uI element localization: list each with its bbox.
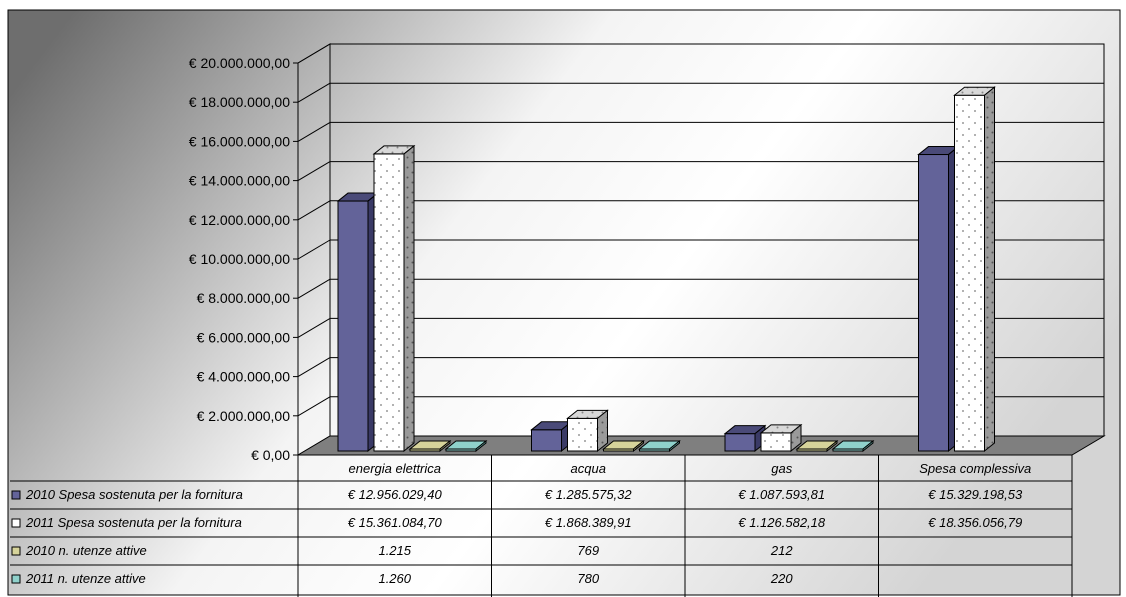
bar-2-0 bbox=[408, 439, 452, 453]
bar-side bbox=[862, 439, 874, 453]
table-cell: € 12.956.029,40 bbox=[348, 487, 443, 502]
bar-3-0 bbox=[444, 439, 488, 453]
data-table: energia elettrica acqua gas Spesa complessi… bbox=[10, 455, 1073, 597]
bar-side bbox=[597, 409, 608, 453]
bar-front bbox=[760, 432, 792, 452]
bar-side bbox=[475, 439, 487, 453]
gridline-side bbox=[297, 396, 331, 417]
bar-1-1 bbox=[566, 409, 609, 453]
bar-side bbox=[826, 439, 838, 453]
bar-front bbox=[954, 94, 985, 452]
bars bbox=[336, 86, 996, 453]
legend-label: 2011 n. utenze attive bbox=[25, 571, 146, 586]
legend-label: 2010 Spesa sostenuta per la fornitura bbox=[25, 487, 243, 502]
y-tick-label: € 12.000.000,00 bbox=[189, 212, 290, 228]
y-axis: € 0,00 € 2.000.000,00 € 4.000.000,00 € 6.00… bbox=[189, 55, 299, 463]
gridline-side bbox=[297, 200, 331, 221]
gridline-side bbox=[297, 239, 331, 260]
y-tick-label: € 8.000.000,00 bbox=[197, 290, 291, 306]
bar-3-1 bbox=[638, 439, 681, 453]
gridline-side bbox=[297, 43, 331, 64]
bar-side bbox=[984, 86, 995, 453]
category-label: energia elettrica bbox=[349, 461, 442, 476]
bar-0-0 bbox=[336, 192, 380, 453]
gridline-side bbox=[297, 121, 331, 142]
bar-1-3 bbox=[953, 86, 996, 453]
bar-2-1 bbox=[602, 439, 645, 453]
bar-1-0 bbox=[372, 144, 416, 453]
bar-front bbox=[567, 417, 598, 452]
bar-front bbox=[724, 433, 756, 452]
y-tick-label: € 6.000.000,00 bbox=[197, 329, 291, 345]
bar-front bbox=[373, 153, 405, 452]
table-cell: 780 bbox=[577, 571, 599, 586]
bar-side bbox=[403, 144, 415, 453]
y-tick-label: € 10.000.000,00 bbox=[189, 251, 290, 267]
bar-front bbox=[918, 154, 949, 452]
gridline-side bbox=[297, 317, 331, 338]
y-tick-label: € 2.000.000,00 bbox=[197, 408, 291, 424]
category-label: gas bbox=[771, 461, 792, 476]
legend-swatch bbox=[11, 546, 21, 556]
legend-swatch bbox=[11, 518, 21, 528]
bar-0-3 bbox=[917, 145, 960, 453]
bar-side bbox=[669, 439, 680, 453]
bar-side bbox=[790, 423, 802, 453]
table-cell: € 1.868.389,91 bbox=[545, 515, 632, 530]
table-cell: € 1.126.582,18 bbox=[738, 515, 826, 530]
y-tick-label: € 0,00 bbox=[251, 447, 290, 463]
table-cell: € 1.087.593,81 bbox=[738, 487, 825, 502]
bar-2-2 bbox=[795, 439, 839, 453]
table-cell: 769 bbox=[577, 543, 599, 558]
bar-0-2 bbox=[723, 424, 767, 453]
y-tick-label: € 18.000.000,00 bbox=[189, 94, 290, 110]
category-label: Spesa complessiva bbox=[919, 461, 1031, 476]
gridline-side bbox=[297, 82, 331, 103]
table-cell: 212 bbox=[770, 543, 793, 558]
bar-front bbox=[531, 429, 562, 452]
category-label: acqua bbox=[571, 461, 606, 476]
table-cell: 220 bbox=[770, 571, 793, 586]
bar-0-1 bbox=[530, 420, 573, 453]
y-tick-label: € 4.000.000,00 bbox=[197, 369, 291, 385]
y-tick-label: € 16.000.000,00 bbox=[189, 133, 290, 149]
table-cell: 1.215 bbox=[378, 543, 411, 558]
bar-side bbox=[439, 439, 451, 453]
gridline-side bbox=[297, 161, 331, 182]
legend-swatch bbox=[11, 574, 21, 584]
gridline-side bbox=[297, 278, 331, 299]
bar-side bbox=[633, 439, 644, 453]
table-cell: € 1.285.575,32 bbox=[545, 487, 633, 502]
floor bbox=[296, 435, 1106, 456]
gridline-side bbox=[297, 357, 331, 378]
legend-label: 2011 Spesa sostenuta per la fornitura bbox=[25, 515, 242, 530]
y-tick-label: € 20.000.000,00 bbox=[189, 55, 290, 71]
y-tick-label: € 14.000.000,00 bbox=[189, 173, 290, 189]
table-cell: € 15.329.198,53 bbox=[928, 487, 1023, 502]
legend-swatch bbox=[11, 490, 21, 500]
table-cell: € 18.356.056,79 bbox=[928, 515, 1022, 530]
bar-3-2 bbox=[831, 439, 875, 453]
bar-1-2 bbox=[759, 423, 803, 453]
legend-label: 2010 n. utenze attive bbox=[25, 543, 147, 558]
bar-front bbox=[337, 200, 369, 452]
table-cell: € 15.361.084,70 bbox=[348, 515, 443, 530]
table-cell: 1.260 bbox=[378, 571, 411, 586]
